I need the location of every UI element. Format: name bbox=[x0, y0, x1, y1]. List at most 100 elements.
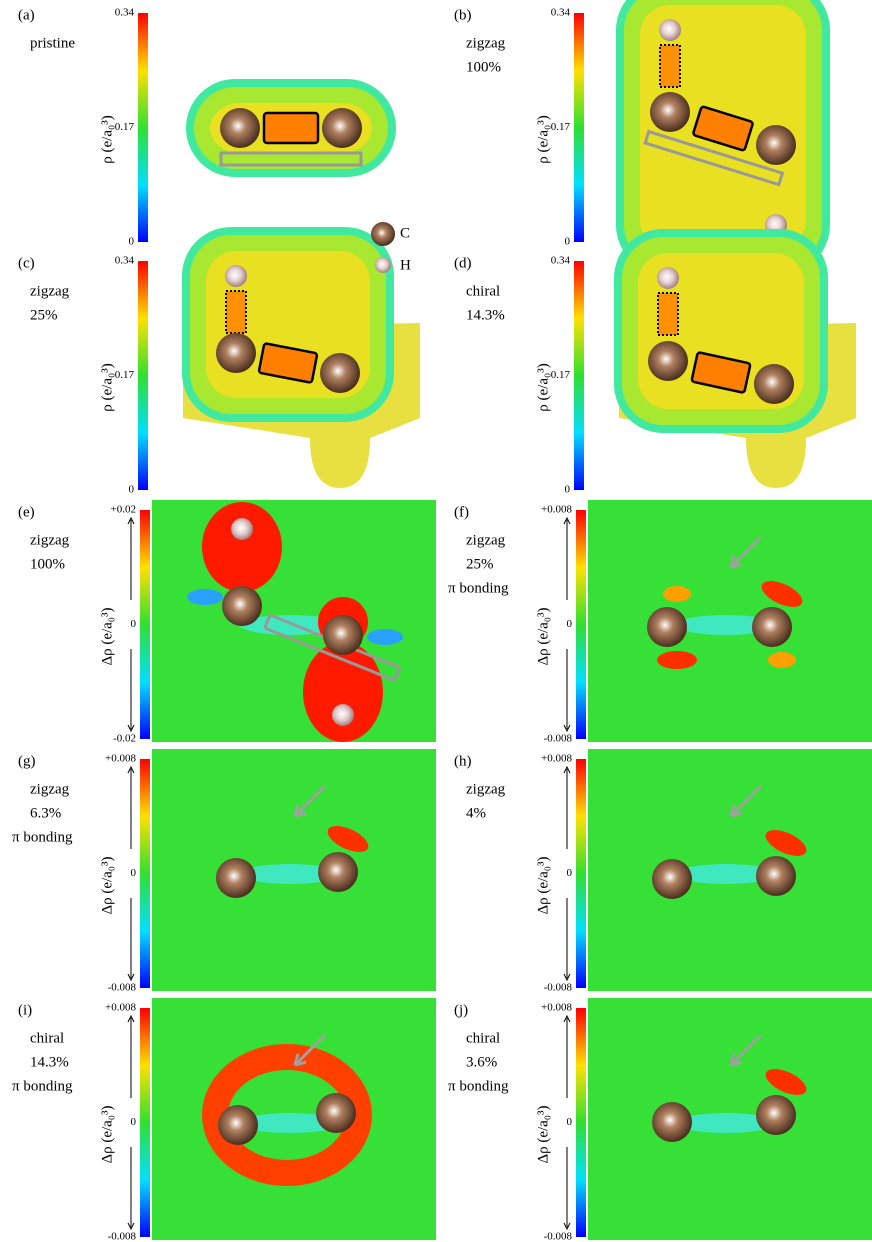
colorbar-tick-label: 0.17 bbox=[115, 121, 135, 133]
colorbar-tick-label: 0.34 bbox=[115, 255, 135, 267]
colorbar-arrow bbox=[563, 765, 571, 982]
colorbar bbox=[574, 261, 584, 490]
carbon-atom bbox=[323, 615, 363, 655]
accumulation bbox=[768, 652, 796, 668]
colorbar-tick-label: -0.008 bbox=[544, 982, 573, 994]
panel-description: 3.6% bbox=[466, 1054, 497, 1070]
colorbar-arrow bbox=[127, 765, 135, 982]
panel-description: pristine bbox=[30, 35, 75, 51]
colorbar-arrow bbox=[127, 1014, 135, 1231]
axis-label: Δρ (e/a₀³) bbox=[99, 1105, 115, 1163]
arrow bbox=[729, 535, 763, 569]
carbon-atom bbox=[318, 852, 358, 892]
panel: +0.008 0 -0.008 Δρ (e/a₀³) (h) zigzag 4% bbox=[454, 749, 872, 994]
depletion bbox=[240, 1113, 340, 1133]
accumulation bbox=[761, 581, 803, 607]
panel-description: 6.3% bbox=[30, 805, 61, 821]
hydrogen-atom bbox=[659, 19, 681, 41]
panel-description: 100% bbox=[466, 59, 501, 75]
depletion bbox=[367, 629, 403, 645]
panel-description: 14.3% bbox=[30, 1054, 69, 1070]
accumulation bbox=[327, 826, 369, 852]
colorbar-tick-label: 0 bbox=[567, 867, 573, 879]
panel-description: zigzag bbox=[30, 532, 70, 548]
colorbar-tick-label: -0.02 bbox=[113, 733, 136, 745]
carbon-atom bbox=[652, 859, 692, 899]
carbon-atom bbox=[222, 586, 262, 626]
highlight-box bbox=[643, 129, 785, 187]
carbon-atom bbox=[316, 1093, 356, 1133]
axis-label: Δρ (e/a₀³) bbox=[99, 607, 115, 665]
panel-description: chiral bbox=[466, 283, 500, 299]
depletion bbox=[676, 1113, 776, 1133]
legend-carbon bbox=[371, 222, 395, 246]
carbon-atom bbox=[756, 1095, 796, 1135]
panel-description: 14.3% bbox=[466, 307, 505, 323]
panel: +0.008 0 -0.008 Δρ (e/a₀³) (i) chiral 14.3% π b… bbox=[12, 998, 436, 1242]
colorbar bbox=[140, 510, 150, 739]
carbon-atom bbox=[652, 1102, 692, 1142]
colorbar-tick-label: 0 bbox=[131, 618, 137, 630]
colorbar-tick-label: 0 bbox=[131, 1116, 137, 1128]
colorbar-tick-label: -0.008 bbox=[544, 1231, 573, 1242]
colorbar-tick-label: +0.008 bbox=[105, 753, 136, 765]
depletion bbox=[240, 615, 340, 635]
carbon-atom bbox=[647, 607, 687, 647]
panel-description: zigzag bbox=[30, 781, 70, 797]
panel: +0.02 0 -0.02 Δρ (e/a₀³) (e) zigzag 100% bbox=[18, 500, 436, 745]
panel-label: (j) bbox=[454, 1002, 468, 1018]
colorbar-tick-label: 0 bbox=[565, 236, 571, 248]
panel: 0.34 0.17 0 ρ (e/a₀³) (d) chiral 14.3% bbox=[454, 229, 856, 496]
arrow bbox=[729, 784, 763, 818]
panel-label: (h) bbox=[454, 753, 472, 769]
panel-description: π bonding bbox=[12, 829, 73, 845]
axis-label: ρ (e/a₀³) bbox=[535, 115, 551, 163]
panel-description: 25% bbox=[466, 556, 494, 572]
colorbar-tick-label: 0.34 bbox=[551, 255, 571, 267]
carbon-atom bbox=[752, 607, 792, 647]
panel-description: zigzag bbox=[466, 781, 506, 797]
depletion bbox=[676, 864, 776, 884]
axis-label: ρ (e/a₀³) bbox=[99, 115, 115, 163]
ch-bond-box bbox=[659, 44, 681, 88]
colorbar-tick-label: -0.008 bbox=[108, 982, 137, 994]
axis-label: ρ (e/a₀³) bbox=[535, 363, 551, 411]
colorbar bbox=[138, 261, 148, 490]
axis-label: Δρ (e/a₀³) bbox=[535, 607, 551, 665]
panel: 0.34 0.17 0 ρ (e/a₀³) (b) zigzag 100% bbox=[454, 0, 830, 274]
hydrogen-atom bbox=[657, 267, 679, 289]
colorbar-tick-label: +0.008 bbox=[105, 1002, 136, 1014]
colorbar bbox=[576, 1008, 586, 1237]
panel-description: zigzag bbox=[466, 35, 506, 51]
carbon-atom bbox=[648, 341, 688, 381]
accumulation bbox=[202, 502, 282, 592]
accumulation bbox=[765, 1069, 807, 1095]
legend-label: H bbox=[400, 257, 411, 273]
depletion bbox=[240, 864, 340, 884]
axis-label: Δρ (e/a₀³) bbox=[99, 856, 115, 914]
carbon-atom bbox=[216, 333, 256, 373]
panel-description: chiral bbox=[466, 1030, 500, 1046]
carbon-atom bbox=[754, 364, 794, 404]
bond-box bbox=[690, 351, 752, 394]
axis-label: Δρ (e/a₀³) bbox=[535, 1105, 551, 1163]
colorbar-tick-label: 0 bbox=[131, 867, 137, 879]
carbon-atom bbox=[320, 353, 360, 393]
arrow bbox=[293, 784, 327, 818]
panel: 0.34 0.17 0 ρ (e/a₀³) (a) pristine bbox=[18, 7, 396, 248]
colorbar bbox=[140, 1008, 150, 1237]
legend-hydrogen bbox=[375, 257, 391, 273]
panel-label: (b) bbox=[454, 7, 472, 23]
arrow bbox=[293, 1033, 327, 1067]
axis-label: Δρ (e/a₀³) bbox=[535, 856, 551, 914]
panel-label: (i) bbox=[18, 1002, 32, 1018]
carbon-atom bbox=[218, 1105, 258, 1145]
accumulation bbox=[765, 830, 807, 856]
panel-label: (f) bbox=[454, 504, 469, 520]
bond-box bbox=[257, 342, 319, 384]
hydrogen-atom bbox=[332, 704, 354, 726]
arrow bbox=[729, 1033, 763, 1067]
accumulation bbox=[657, 651, 697, 669]
colorbar-tick-label: +0.008 bbox=[541, 1002, 572, 1014]
bond-box bbox=[262, 111, 320, 145]
